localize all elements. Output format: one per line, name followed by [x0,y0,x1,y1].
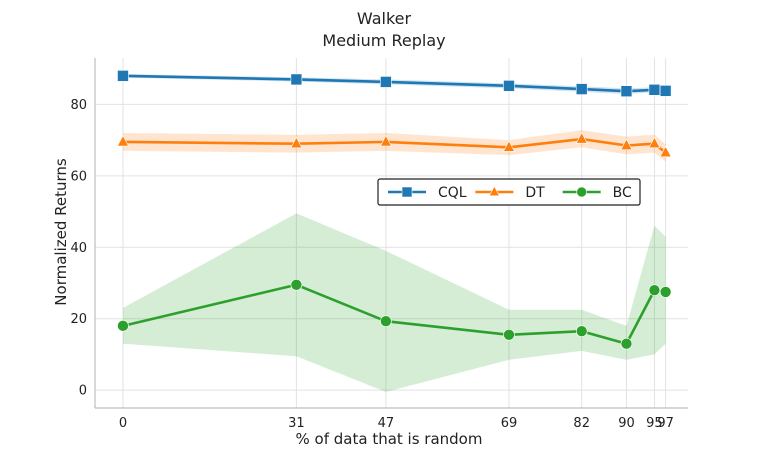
legend-dt-marker [488,185,500,197]
legend-bc-label: BC [613,185,632,201]
legend-dt-label: DT [525,185,545,201]
grid [95,58,688,408]
chart-title-line-1: Walker [357,9,412,28]
x-tick-label: 69 [501,416,518,431]
y-axis-label: Normalized Returns [52,158,70,306]
y-tick-label: 80 [70,98,87,113]
x-tick-label: 47 [378,416,395,431]
x-axis-label: % of data that is random [296,430,483,448]
dt-data-point [379,134,392,147]
y-tick-labels: 0 20 40 60 80 [70,98,87,399]
axes [94,58,688,409]
dt-data-point [659,145,672,158]
cql-data-point [620,85,633,98]
legend-cql-label: CQL [438,185,467,201]
dt-data-point [648,136,661,149]
chart-title-line-2: Medium Replay [322,31,445,50]
dt-line [122,137,667,154]
y-tick-label: 20 [70,312,87,327]
bc-data-point [648,284,661,296]
dt-data-point [575,132,588,144]
dt-data-point [620,138,633,150]
bc-data-point [575,325,588,338]
bc-data-point [620,337,633,350]
cql-data-point [290,73,303,86]
dt-data-point [502,140,515,152]
bc-confidence-band [122,213,666,392]
cql-data-point [648,83,661,96]
bc-data-point [503,328,515,341]
x-tick-label: 95 [646,416,663,431]
bc-data-point [117,320,129,332]
chart-title: Walker Medium Replay [322,9,445,50]
dt-data-point [290,136,303,149]
bc-data-point [290,278,303,291]
x-tick-label: 82 [573,416,590,431]
cql-data-point [117,70,129,82]
legend-cql-marker [401,186,413,198]
bc-data-point [380,315,392,328]
dt-data-point [116,134,129,147]
legend-bc-marker [576,186,587,198]
x-tick-label: 97 [657,416,674,431]
y-tick-label: 0 [79,384,87,399]
dt-confidence-band [122,130,666,162]
cql-data-point [503,80,515,92]
cql-data-point [659,85,672,97]
legend: CQL DT BC [377,178,641,206]
y-tick-label: 40 [70,241,87,256]
bc-line [122,283,666,346]
confidence-bands [122,74,666,392]
data-series [116,70,672,350]
x-tick-label: 31 [288,416,305,431]
cql-data-point [380,76,392,88]
x-tick-label: 0 [119,416,127,431]
x-tick-label: 90 [618,416,635,431]
cql-data-point [575,83,588,95]
bc-data-point [659,286,672,298]
y-tick-label: 60 [70,169,87,184]
